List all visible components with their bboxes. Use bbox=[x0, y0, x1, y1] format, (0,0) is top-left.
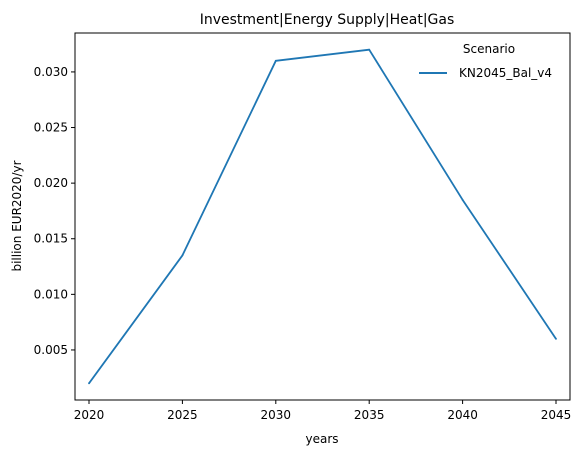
y-tick-label: 0.020 bbox=[34, 176, 68, 190]
data-point bbox=[181, 254, 184, 257]
y-tick-label: 0.025 bbox=[34, 121, 68, 135]
legend: Scenario KN2045_Bal_v4 bbox=[419, 42, 552, 80]
legend-entry-label: KN2045_Bal_v4 bbox=[459, 66, 552, 80]
x-axis-label: years bbox=[305, 432, 338, 446]
series-line bbox=[88, 48, 557, 384]
x-tick-label: 2045 bbox=[541, 408, 572, 422]
chart-title: Investment|Energy Supply|Heat|Gas bbox=[200, 12, 455, 28]
data-point bbox=[555, 337, 557, 340]
data-point bbox=[461, 198, 464, 201]
x-tick-label: 2040 bbox=[447, 408, 478, 422]
y-axis-label: billion EUR2020/yr bbox=[10, 160, 24, 271]
data-point bbox=[368, 48, 371, 51]
y-tick-label: 0.030 bbox=[34, 65, 68, 79]
x-tick-label: 2020 bbox=[74, 408, 105, 422]
data-point bbox=[88, 382, 90, 385]
series-layer bbox=[88, 48, 557, 385]
x-axis: 2020 2025 2030 2035 2040 2045 bbox=[74, 400, 572, 422]
y-tick-label: 0.015 bbox=[34, 232, 68, 246]
y-axis: 0.005 0.010 0.015 0.020 0.025 0.030 bbox=[34, 65, 75, 357]
plot-area bbox=[74, 32, 571, 401]
y-tick-label: 0.010 bbox=[34, 287, 68, 301]
y-tick-label: 0.005 bbox=[34, 343, 68, 357]
x-tick-label: 2030 bbox=[261, 408, 292, 422]
data-point bbox=[274, 59, 277, 62]
legend-title: Scenario bbox=[463, 42, 515, 56]
x-tick-label: 2025 bbox=[167, 408, 198, 422]
x-tick-label: 2035 bbox=[354, 408, 385, 422]
